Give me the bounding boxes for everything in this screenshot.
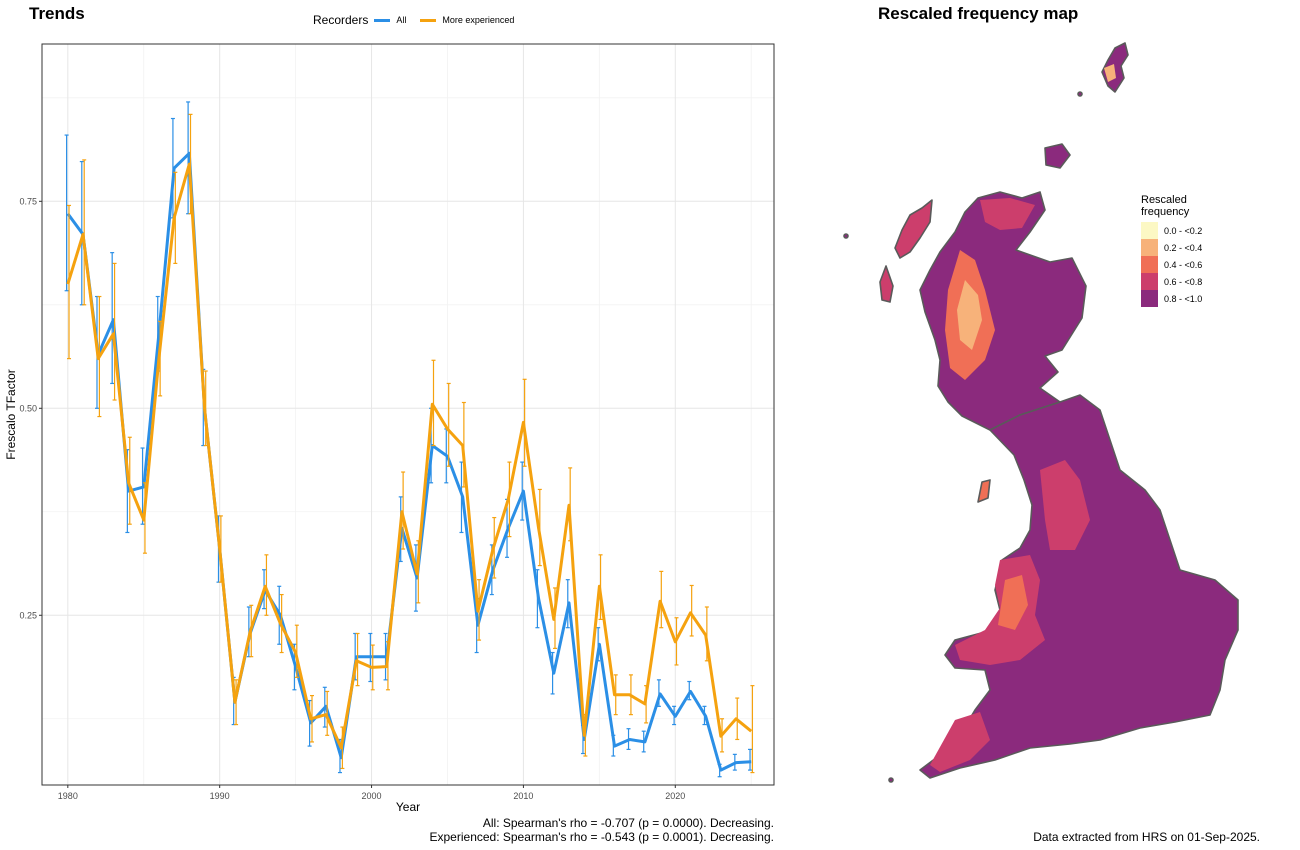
y-axis-label: Frescalo TFactor <box>4 369 18 459</box>
x-tick-label: 1980 <box>58 791 78 801</box>
x-tick-label: 1990 <box>210 791 230 801</box>
map-legend-label: 0.6 - <0.8 <box>1164 276 1203 287</box>
southwest-patch <box>930 712 990 772</box>
west-highlands-light <box>957 280 982 350</box>
trends-title: Trends <box>29 4 85 23</box>
isle-of-man <box>977 479 991 503</box>
map-legend-swatch <box>1141 290 1158 307</box>
legend-experienced-label: More experienced <box>442 15 515 25</box>
map-legend-swatch <box>1141 273 1158 290</box>
map-legend-label: 0.8 - <1.0 <box>1164 293 1203 304</box>
map-legend-item: 0.8 - <1.0 <box>1141 290 1202 307</box>
legend-all-swatch <box>374 18 391 22</box>
outer-hebrides <box>894 199 933 259</box>
northwest-highlands-patch <box>980 198 1035 230</box>
x-tick-label: 2000 <box>362 791 382 801</box>
y-tick-label: 0.25 <box>19 610 37 620</box>
map-legend-item: 0.2 - <0.4 <box>1141 239 1202 256</box>
wales-inner <box>998 575 1028 630</box>
orkney-islands <box>1044 143 1071 169</box>
x-axis-label: Year <box>396 800 420 814</box>
st-kilda <box>843 233 849 239</box>
x-tick-label: 2010 <box>513 791 533 801</box>
stats-block: All: Spearman's rho = -0.707 (p = 0.0000… <box>300 816 775 844</box>
series-line <box>66 151 752 772</box>
legend-title: Recorders <box>313 13 369 27</box>
stats-line-all: All: Spearman's rho = -0.707 (p = 0.0000… <box>482 816 774 830</box>
map-legend-swatch <box>1141 222 1158 239</box>
series-line <box>66 162 753 750</box>
map-legend: Rescaled frequency 0.0 - <0.2 0.2 - <0.4… <box>1141 194 1202 307</box>
map-legend-item: 0.0 - <0.2 <box>1141 222 1202 239</box>
legend-experienced-swatch <box>420 18 437 22</box>
map-title: Rescaled frequency map <box>878 4 1079 23</box>
plot-border <box>41 43 775 786</box>
data-extraction-note: Data extracted from HRS on 01-Sep-2025. <box>1033 830 1260 844</box>
map-legend-swatch <box>1141 239 1158 256</box>
fair-isle <box>1077 91 1083 97</box>
north-england-patch <box>1040 460 1090 550</box>
isles-of-scilly <box>888 777 894 783</box>
y-tick-label: 0.50 <box>19 403 37 413</box>
map-legend-swatch <box>1141 256 1158 273</box>
y-tick-label: 0.75 <box>19 196 37 206</box>
wales-hotspot <box>955 555 1045 665</box>
stats-line-experienced: Experienced: Spearman's rho = -0.543 (p … <box>429 830 775 844</box>
map-legend-label: 0.4 - <0.6 <box>1164 259 1203 270</box>
series-experienced <box>66 113 755 774</box>
outer-hebrides-south <box>879 265 894 303</box>
gb-frequency-map <box>843 42 1239 783</box>
chart-legend: Recorders All More experienced <box>313 12 514 28</box>
shetland-islands-hotspot <box>1104 64 1116 82</box>
england-wales-mainland <box>919 394 1239 779</box>
series-all <box>64 101 753 778</box>
map-legend-item: 0.4 - <0.6 <box>1141 256 1202 273</box>
map-legend-label: 0.0 - <0.2 <box>1164 225 1203 236</box>
x-tick-label: 2020 <box>665 791 685 801</box>
map-legend-label: 0.2 - <0.4 <box>1164 242 1203 253</box>
legend-all-label: All <box>396 15 407 25</box>
map-legend-item: 0.6 - <0.8 <box>1141 273 1202 290</box>
map-legend-title-line1: Rescaled <box>1141 194 1187 206</box>
trends-chart: 1980 1990 2000 2010 2020 0.25 0.50 0.75 Year Fres… <box>4 43 775 814</box>
map-legend-title: Rescaled frequency <box>1141 194 1202 218</box>
map-legend-title-line2: frequency <box>1141 206 1190 218</box>
